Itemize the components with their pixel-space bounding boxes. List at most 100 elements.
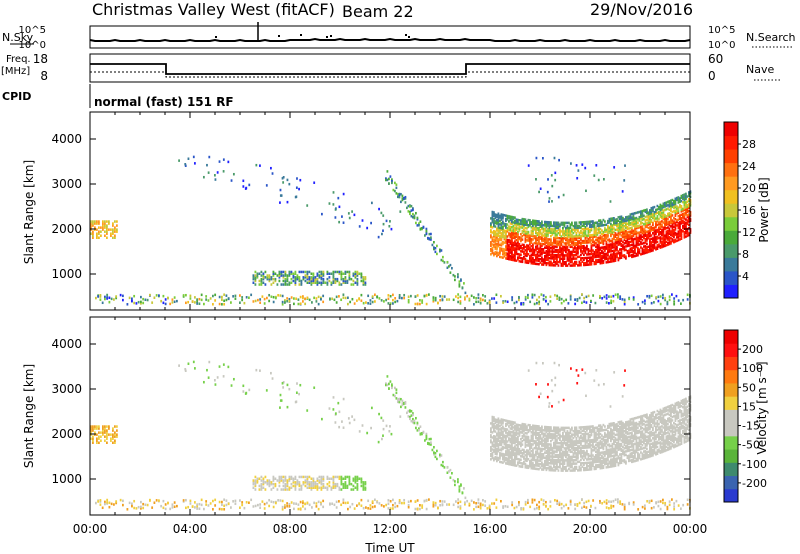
freq-line	[90, 63, 690, 75]
power-cell	[524, 257, 527, 261]
power-cell	[596, 248, 599, 252]
power-cell	[604, 233, 606, 237]
velocity-cell	[490, 422, 492, 425]
power-cell	[679, 204, 681, 207]
power-cell	[590, 242, 593, 246]
power-cell	[598, 243, 600, 246]
power-cell	[517, 222, 519, 225]
power-cell	[282, 274, 285, 277]
power-cell	[661, 213, 663, 216]
power-cell	[409, 205, 411, 208]
power-cell	[387, 297, 390, 301]
velocity-cell	[599, 499, 601, 503]
power-cell	[385, 177, 387, 180]
velocity-cell	[162, 506, 165, 510]
power-cell	[500, 244, 503, 247]
velocity-cell	[529, 441, 531, 444]
velocity-cell	[227, 502, 230, 506]
velocity-cell	[254, 484, 257, 488]
power-cell	[679, 231, 681, 234]
power-cell	[584, 246, 587, 250]
power-cell	[550, 228, 552, 231]
power-cell	[580, 258, 582, 262]
power-cell	[374, 300, 376, 303]
velocity-cell	[222, 375, 225, 378]
velocity-cell	[292, 477, 295, 480]
velocity-cell	[511, 444, 513, 448]
power-cell	[550, 263, 552, 267]
power-cell	[248, 296, 250, 299]
power-cell	[541, 220, 543, 223]
velocity-cell	[532, 434, 534, 438]
velocity-cell	[530, 458, 533, 461]
power-cell	[451, 266, 453, 270]
power-cell	[511, 256, 513, 260]
velocity-cell	[347, 417, 350, 420]
power-cell	[532, 246, 534, 250]
power-cell	[668, 295, 671, 298]
power-cell	[566, 264, 569, 267]
velocity-cell	[511, 460, 513, 463]
power-cell	[514, 257, 516, 260]
velocity-cell	[376, 500, 379, 504]
velocity-cell	[506, 457, 509, 460]
power-cell	[605, 243, 608, 247]
velocity-cell	[511, 446, 513, 449]
power-cell	[491, 217, 494, 221]
velocity-cell	[328, 407, 331, 410]
power-cell	[433, 246, 435, 249]
power-cell	[381, 232, 383, 236]
power-cell	[610, 301, 613, 305]
power-cell	[318, 281, 321, 284]
power-cell	[622, 245, 624, 249]
power-cell	[403, 197, 405, 201]
velocity-cell	[389, 425, 391, 428]
velocity-cell	[397, 400, 399, 404]
power-cell	[499, 238, 501, 242]
power-cell	[434, 250, 437, 254]
power-cell	[503, 229, 506, 232]
power-cell	[610, 234, 612, 238]
power-cell	[320, 270, 323, 274]
power-cell	[90, 222, 92, 225]
power-cell	[622, 235, 624, 239]
power-cell	[535, 248, 537, 252]
power-cell	[518, 242, 521, 246]
power-cell	[280, 270, 283, 274]
power-cell	[628, 220, 630, 223]
power-cell	[592, 244, 594, 247]
power-cell	[686, 229, 689, 233]
velocity-cell	[394, 505, 397, 509]
power-cell	[155, 294, 158, 297]
velocity-cell	[167, 501, 169, 505]
power-cell	[352, 272, 355, 275]
velocity-cell	[259, 506, 262, 509]
power-cell	[370, 201, 373, 205]
power-cell	[533, 302, 536, 306]
power-cell	[556, 248, 558, 252]
power-cell	[610, 217, 612, 221]
velocity-cell	[524, 437, 527, 440]
power-cell	[677, 238, 680, 242]
power-cell	[572, 236, 575, 240]
velocity-cell	[494, 445, 497, 449]
power-cell	[119, 293, 122, 297]
power-cell	[682, 224, 684, 228]
power-cell	[575, 241, 578, 245]
power-cell	[637, 221, 639, 224]
power-cell	[670, 207, 672, 211]
power-cell	[673, 235, 675, 239]
power-cell	[493, 243, 495, 247]
colorbar-segment	[724, 176, 738, 191]
power-cell	[511, 244, 513, 248]
velocity-cell	[500, 447, 503, 450]
power-cell	[601, 260, 603, 263]
power-cell	[631, 228, 633, 231]
power-cell	[500, 228, 503, 232]
power-cell	[494, 238, 497, 242]
colorbar-segment	[724, 203, 738, 218]
power-cell	[616, 223, 618, 226]
power-cell	[266, 277, 269, 281]
velocity-cell	[452, 478, 455, 482]
power-cell	[653, 241, 656, 245]
